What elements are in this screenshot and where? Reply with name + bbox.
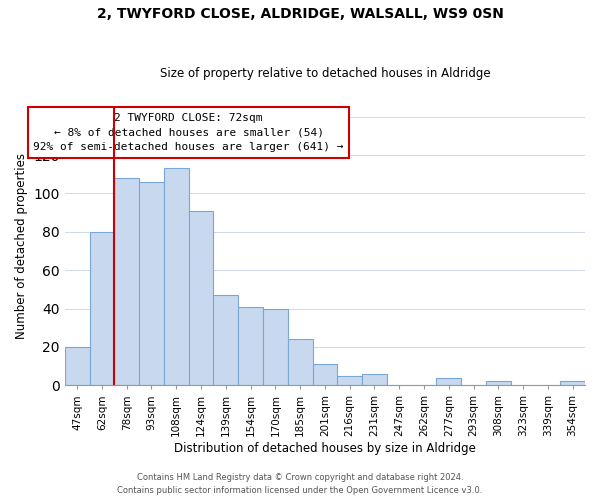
Bar — [139, 182, 164, 386]
Bar — [436, 378, 461, 386]
Text: 2 TWYFORD CLOSE: 72sqm
← 8% of detached houses are smaller (54)
92% of semi-deta: 2 TWYFORD CLOSE: 72sqm ← 8% of detached … — [34, 113, 344, 152]
Bar — [362, 374, 387, 386]
Bar — [560, 382, 585, 386]
Bar — [188, 210, 214, 386]
Text: 2, TWYFORD CLOSE, ALDRIDGE, WALSALL, WS9 0SN: 2, TWYFORD CLOSE, ALDRIDGE, WALSALL, WS9… — [97, 8, 503, 22]
Bar — [164, 168, 188, 386]
Bar — [214, 295, 238, 386]
Bar — [65, 347, 89, 386]
Bar — [89, 232, 115, 386]
Bar — [238, 306, 263, 386]
Bar — [263, 308, 288, 386]
Y-axis label: Number of detached properties: Number of detached properties — [15, 153, 28, 339]
Title: Size of property relative to detached houses in Aldridge: Size of property relative to detached ho… — [160, 66, 490, 80]
Text: Contains HM Land Registry data © Crown copyright and database right 2024.
Contai: Contains HM Land Registry data © Crown c… — [118, 474, 482, 495]
Bar — [337, 376, 362, 386]
Bar — [313, 364, 337, 386]
Bar — [486, 382, 511, 386]
X-axis label: Distribution of detached houses by size in Aldridge: Distribution of detached houses by size … — [174, 442, 476, 455]
Bar — [115, 178, 139, 386]
Bar — [288, 339, 313, 386]
